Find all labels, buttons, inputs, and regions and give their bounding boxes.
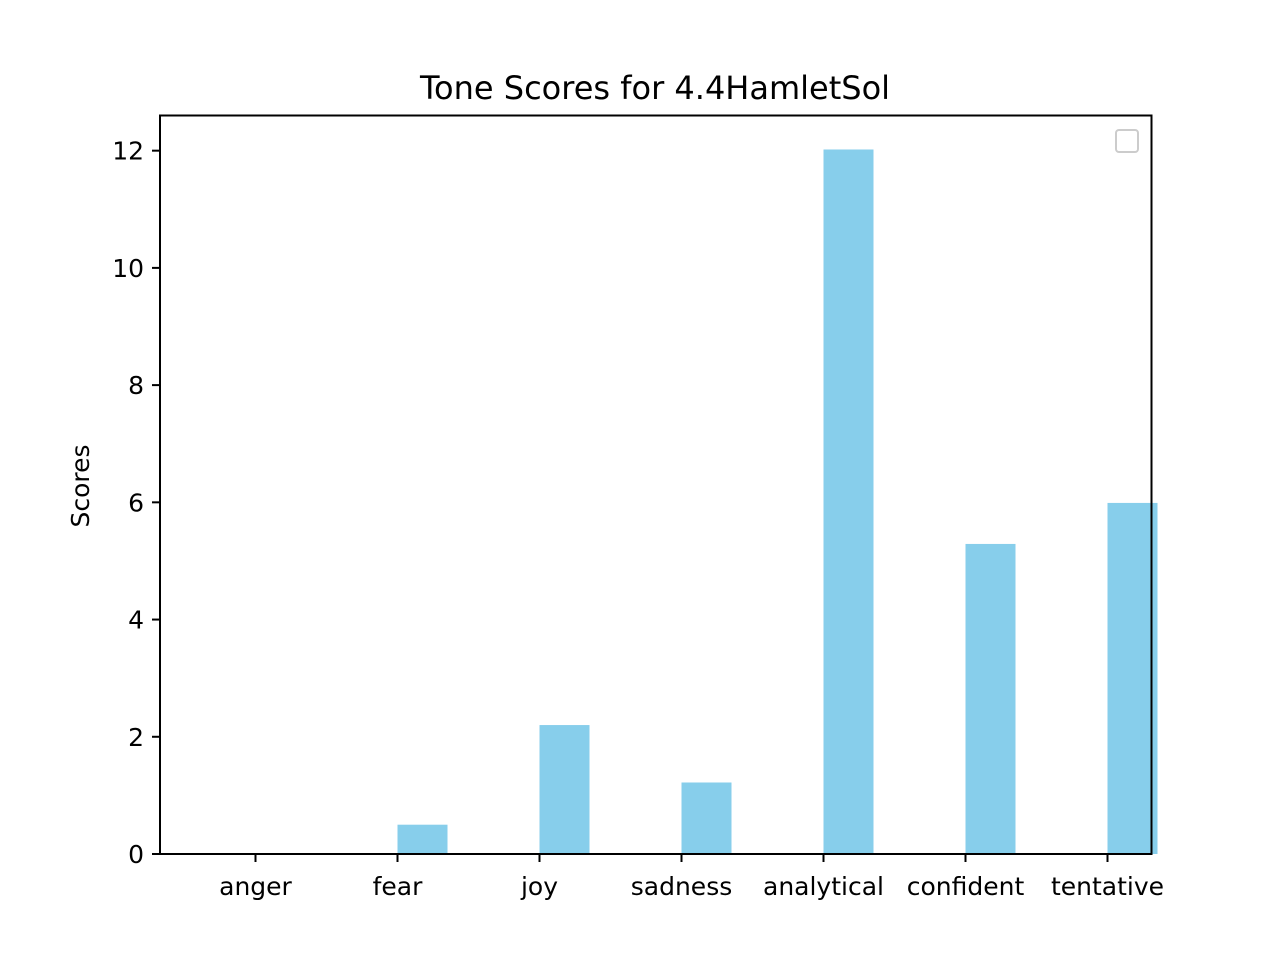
y-tick-label: 12 [112, 137, 144, 166]
x-tick-label: tentative [1051, 872, 1164, 901]
bar-analytical [823, 149, 874, 854]
y-tick-label: 4 [128, 606, 144, 635]
x-tick-label: anger [219, 872, 292, 901]
legend-box [1115, 129, 1139, 153]
y-tick-label: 0 [128, 840, 144, 869]
y-tick-label: 2 [128, 723, 144, 752]
y-tick-label: 6 [128, 488, 144, 517]
x-tick-label: sadness [631, 872, 733, 901]
x-tick-label: joy [520, 872, 558, 901]
bar-tentative [1107, 502, 1158, 854]
x-tick-label: fear [373, 872, 424, 901]
y-tick-label: 10 [112, 254, 144, 283]
bars-layer [397, 149, 1158, 854]
y-axis: 0 2 4 6 8 10 12 [112, 137, 160, 869]
y-axis-label: Scores [66, 444, 95, 527]
x-tick-label: confident [907, 872, 1025, 901]
x-axis: anger fear joy sadness analytical confident te… [219, 854, 1164, 901]
bar-fear [397, 824, 448, 854]
bar-sadness [681, 782, 732, 854]
y-tick-label: 8 [128, 371, 144, 400]
bar-joy [539, 725, 590, 854]
chart-title: Tone Scores for 4.4HamletSol [419, 69, 890, 107]
plot-frame [159, 114, 1153, 855]
x-tick-label: analytical [763, 872, 884, 901]
bar-confident [965, 543, 1016, 854]
